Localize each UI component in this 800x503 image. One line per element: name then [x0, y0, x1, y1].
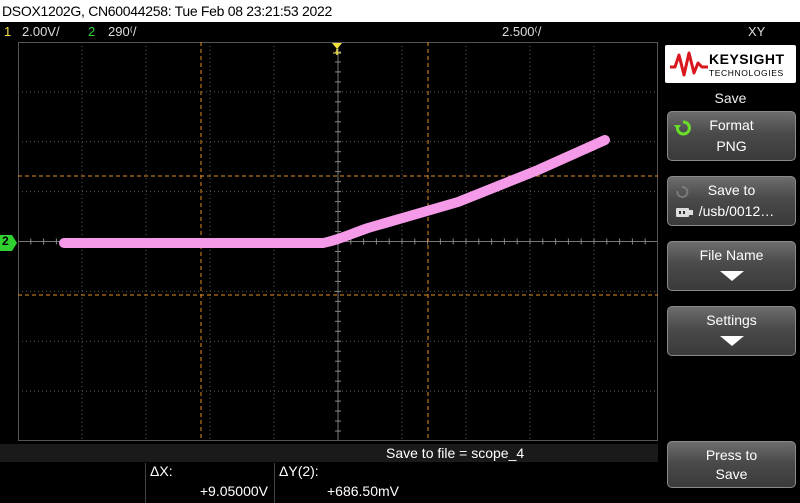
bottom-bar: Save to file = scope_4 ΔX: +9.05000V ΔY(…	[0, 441, 658, 503]
settings-softkey[interactable]: Settings	[667, 306, 796, 356]
softkey-panel: KEYSIGHT TECHNOLOGIES Save Format PNG Sa…	[661, 42, 800, 503]
press-to-save-softkey[interactable]: Press to Save	[667, 441, 796, 488]
keysight-wave-icon	[670, 51, 708, 77]
save-to-label: Save to	[707, 182, 756, 198]
brand-sub: TECHNOLOGIES	[709, 68, 784, 78]
ch2-marker-icon	[0, 235, 17, 251]
save-message-bar: Save to file = scope_4	[0, 444, 658, 462]
delta-y-measurement[interactable]: ΔY(2): +686.50mV	[274, 463, 405, 503]
trigger-marker[interactable]	[330, 42, 344, 56]
ch2-scale[interactable]: 290⁽/	[108, 24, 137, 39]
delta-x-measurement[interactable]: ΔX: +9.05000V	[145, 463, 274, 503]
graticule[interactable]	[18, 42, 658, 441]
brand-name: KEYSIGHT	[709, 51, 785, 67]
usb-drive-icon	[676, 208, 693, 217]
ch1-scale[interactable]: 2.00V/	[22, 24, 60, 39]
arrow-down-icon	[719, 336, 744, 346]
format-label: Format	[709, 117, 754, 133]
ch2-ground-marker[interactable]: 2	[0, 234, 18, 256]
arrow-down-icon	[719, 271, 744, 281]
delta-y-value: +686.50mV	[327, 483, 399, 499]
graticule-border	[18, 42, 658, 441]
file-name-softkey[interactable]: File Name	[667, 241, 796, 291]
xy-trace-path	[59, 135, 610, 248]
xy-mode-label[interactable]: XY	[748, 24, 766, 39]
status-bar: 1 2.00V/ 2 290⁽/ 2.500⁽/ XY	[0, 22, 800, 41]
delta-y-label: ΔY(2):	[279, 463, 319, 479]
press-to-label: Press to	[705, 447, 758, 463]
ch2-number[interactable]: 2	[88, 24, 96, 39]
save-action-label: Save	[715, 466, 748, 482]
format-value: PNG	[716, 138, 747, 154]
save-to-path: /usb/0012…	[698, 203, 775, 219]
timebase-scale[interactable]: 2.500⁽/	[502, 24, 542, 39]
ch2-marker-label: 2	[2, 234, 9, 248]
settings-label: Settings	[706, 312, 757, 328]
delta-y-label-text: ΔY(2):	[279, 463, 319, 479]
title-bar: DSOX1202G, CN60044258: Tue Feb 08 23:21:…	[0, 0, 800, 22]
format-softkey[interactable]: Format PNG	[667, 111, 796, 161]
rotate-icon-dim	[676, 186, 689, 198]
file-name-label: File Name	[699, 247, 764, 263]
xy-trace	[59, 135, 610, 248]
panel-title: Save	[714, 90, 747, 106]
window-title: DSOX1202G, CN60044258: Tue Feb 08 23:21:…	[2, 3, 332, 19]
save-message: Save to file = scope_4	[386, 445, 525, 461]
save-to-softkey[interactable]: Save to /usb/0012…	[667, 176, 796, 226]
trigger-icon	[332, 43, 342, 55]
delta-x-label: ΔX:	[150, 463, 173, 479]
rotate-icon	[674, 120, 691, 136]
delta-x-value: +9.05000V	[199, 483, 268, 499]
ch1-number[interactable]: 1	[4, 24, 12, 39]
keysight-logo: KEYSIGHT TECHNOLOGIES	[665, 45, 796, 83]
